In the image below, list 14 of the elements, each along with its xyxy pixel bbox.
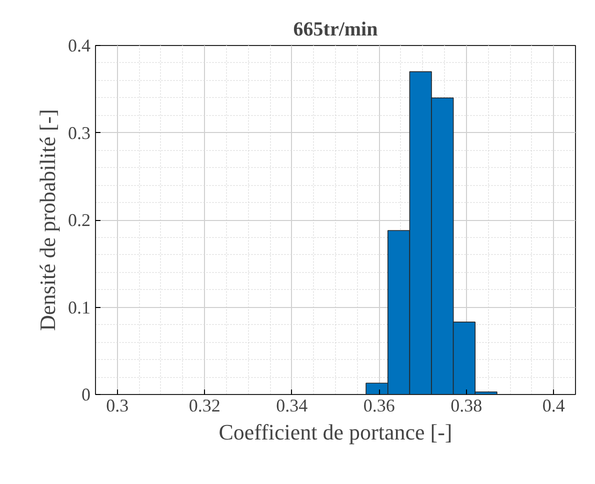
y-tick-label: 0 xyxy=(82,384,90,404)
y-tick-label: 0.3 xyxy=(68,122,90,143)
chart-title: 665tr/min xyxy=(293,18,378,40)
y-tick-label: 0.4 xyxy=(68,36,90,56)
y-tick-label: 0.2 xyxy=(68,210,90,230)
y-tick-label: 0.1 xyxy=(68,297,90,318)
x-axis-title: Coefficient de portance [-] xyxy=(218,420,452,444)
y-axis-title: Densité de probabilité [-] xyxy=(35,109,60,331)
x-tick-label: 0.3 xyxy=(106,396,129,416)
x-tick-label: 0.34 xyxy=(276,396,308,416)
x-tick-label: 0.32 xyxy=(188,396,220,416)
x-tick-label: 0.38 xyxy=(450,396,482,416)
x-tick-label: 0.36 xyxy=(363,396,395,416)
x-tick-label: 0.4 xyxy=(542,396,565,416)
